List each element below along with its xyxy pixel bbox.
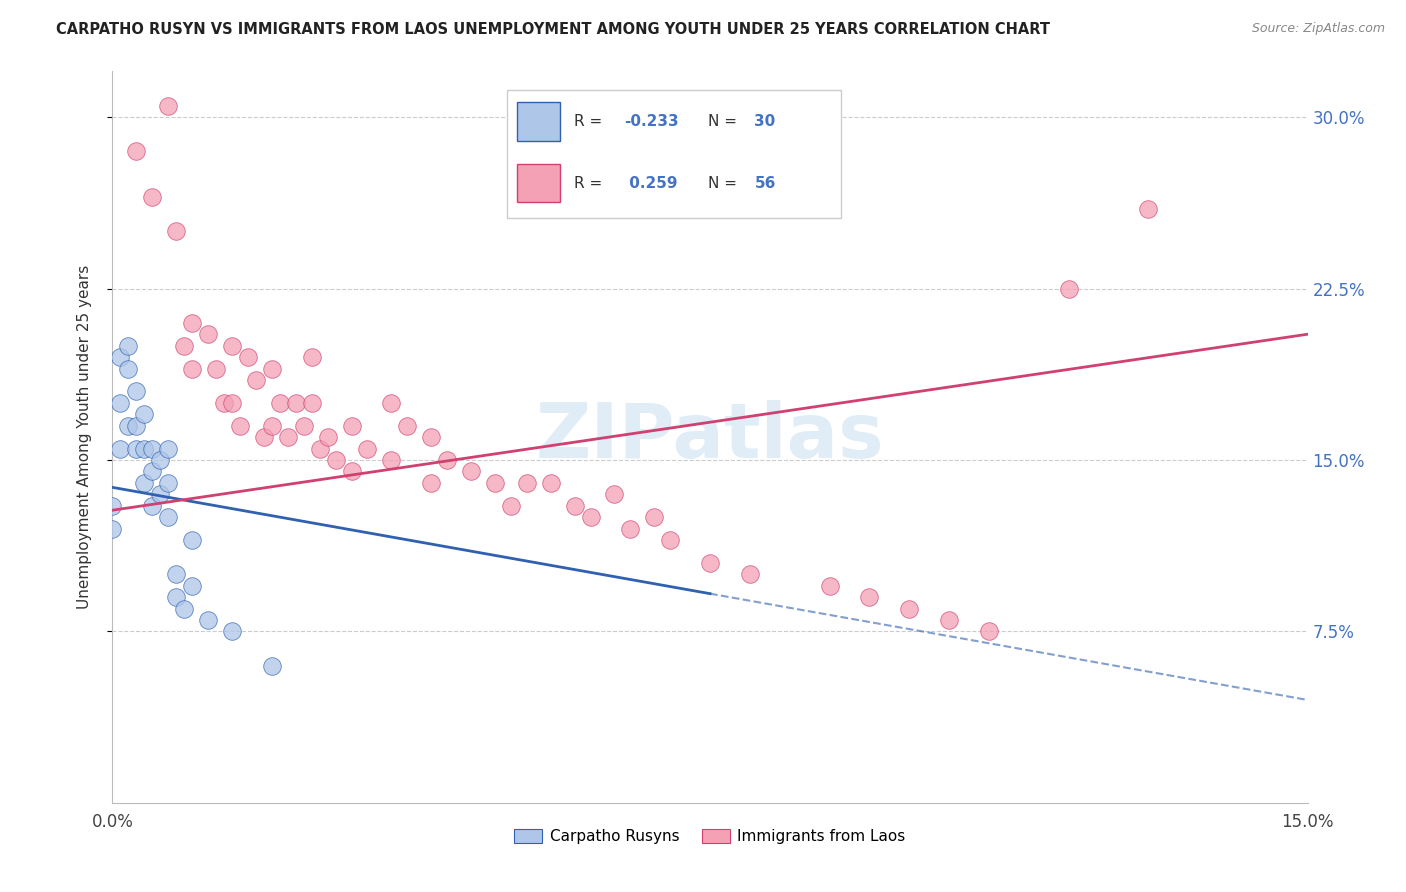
- Point: [316, 430, 339, 444]
- Point: [125, 145, 148, 159]
- Point: [699, 556, 721, 570]
- Point: [380, 396, 402, 410]
- Point: [396, 418, 419, 433]
- Point: [938, 613, 960, 627]
- Point: [165, 567, 187, 582]
- Point: [245, 373, 267, 387]
- Point: [117, 418, 139, 433]
- Point: [197, 327, 219, 342]
- Point: [157, 442, 180, 456]
- Point: [141, 499, 163, 513]
- Point: [149, 453, 172, 467]
- Point: [253, 430, 276, 444]
- Point: [157, 475, 180, 490]
- Point: [165, 590, 187, 604]
- Point: [619, 521, 641, 535]
- Point: [110, 350, 132, 364]
- Point: [579, 510, 602, 524]
- Point: [380, 453, 402, 467]
- Point: [165, 224, 187, 238]
- Point: [260, 361, 283, 376]
- Point: [269, 396, 291, 410]
- Point: [420, 475, 443, 490]
- Point: [197, 613, 219, 627]
- Point: [110, 396, 132, 410]
- Point: [284, 396, 307, 410]
- Point: [141, 442, 163, 456]
- Point: [181, 579, 204, 593]
- Point: [157, 98, 180, 112]
- Point: [818, 579, 841, 593]
- Point: [516, 475, 538, 490]
- Point: [643, 510, 665, 524]
- Point: [898, 601, 921, 615]
- Point: [858, 590, 880, 604]
- Point: [157, 510, 180, 524]
- Point: [301, 396, 323, 410]
- Point: [499, 499, 522, 513]
- Point: [212, 396, 235, 410]
- Point: [181, 533, 204, 547]
- Point: [101, 521, 124, 535]
- Point: [277, 430, 299, 444]
- Point: [308, 442, 330, 456]
- Point: [460, 464, 482, 478]
- Point: [292, 418, 315, 433]
- Point: [236, 350, 259, 364]
- Y-axis label: Unemployment Among Youth under 25 years: Unemployment Among Youth under 25 years: [77, 265, 91, 609]
- Point: [134, 442, 156, 456]
- Point: [101, 499, 124, 513]
- Point: [221, 338, 243, 352]
- Text: CARPATHO RUSYN VS IMMIGRANTS FROM LAOS UNEMPLOYMENT AMONG YOUTH UNDER 25 YEARS C: CARPATHO RUSYN VS IMMIGRANTS FROM LAOS U…: [56, 22, 1050, 37]
- Point: [205, 361, 228, 376]
- Point: [117, 338, 139, 352]
- Point: [134, 475, 156, 490]
- Point: [181, 316, 204, 330]
- Point: [229, 418, 252, 433]
- Point: [1137, 202, 1160, 216]
- Point: [436, 453, 458, 467]
- Legend: Carpatho Rusyns, Immigrants from Laos: Carpatho Rusyns, Immigrants from Laos: [509, 822, 911, 850]
- Text: Source: ZipAtlas.com: Source: ZipAtlas.com: [1251, 22, 1385, 36]
- Text: ZIPatlas: ZIPatlas: [536, 401, 884, 474]
- Point: [125, 418, 148, 433]
- Point: [181, 361, 204, 376]
- Point: [564, 499, 586, 513]
- Point: [420, 430, 443, 444]
- Point: [173, 338, 195, 352]
- Point: [141, 190, 163, 204]
- Point: [173, 601, 195, 615]
- Point: [540, 475, 562, 490]
- Point: [356, 442, 378, 456]
- Point: [260, 418, 283, 433]
- Point: [977, 624, 1000, 639]
- Point: [738, 567, 761, 582]
- Point: [260, 658, 283, 673]
- Point: [141, 464, 163, 478]
- Point: [340, 464, 363, 478]
- Point: [340, 418, 363, 433]
- Point: [117, 361, 139, 376]
- Point: [221, 624, 243, 639]
- Point: [603, 487, 626, 501]
- Point: [301, 350, 323, 364]
- Point: [125, 442, 148, 456]
- Point: [134, 407, 156, 421]
- Point: [149, 487, 172, 501]
- Point: [221, 396, 243, 410]
- Point: [325, 453, 347, 467]
- Point: [1057, 281, 1080, 295]
- Point: [659, 533, 682, 547]
- Point: [125, 384, 148, 399]
- Point: [484, 475, 506, 490]
- Point: [110, 442, 132, 456]
